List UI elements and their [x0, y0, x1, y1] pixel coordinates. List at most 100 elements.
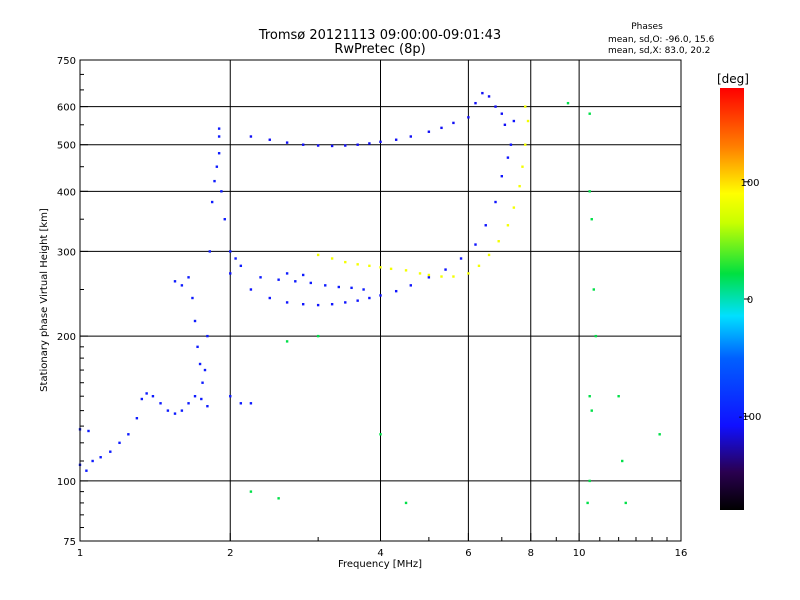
data-point [487, 95, 491, 98]
data-point [249, 402, 253, 405]
data-point [512, 119, 516, 123]
data-point [239, 264, 243, 268]
data-point [444, 268, 447, 271]
data-point [356, 143, 359, 146]
data-point [356, 299, 359, 302]
y-tick-label: 400 [57, 187, 76, 198]
y-tick-label: 200 [57, 332, 76, 343]
data-point [201, 381, 204, 384]
data-point [588, 112, 591, 115]
data-point [85, 469, 88, 472]
data-point [497, 240, 500, 243]
data-point [494, 200, 497, 204]
data-point [159, 402, 162, 405]
data-point [135, 417, 139, 420]
data-point [301, 273, 305, 277]
data-point [379, 266, 382, 269]
data-point [285, 301, 289, 304]
y-tick-label: 300 [57, 247, 76, 258]
data-point [193, 319, 197, 323]
data-point [409, 284, 412, 287]
colorbar [720, 88, 744, 510]
data-point [316, 253, 320, 257]
data-point [427, 273, 431, 277]
data-point [206, 404, 209, 408]
data-point [316, 144, 320, 147]
data-point [285, 272, 289, 275]
data-point [249, 490, 253, 493]
axis-ticks: 1 2 4 6 8 10 16 75 100 200 300 400 500 600 750 [57, 56, 687, 559]
data-point [588, 479, 591, 483]
data-point [249, 288, 253, 291]
y-tick-label: 75 [63, 537, 76, 548]
data-point [206, 334, 209, 338]
data-point [229, 272, 232, 275]
data-point [344, 144, 347, 147]
data-point [362, 288, 365, 291]
data-point [477, 264, 481, 268]
data-point [409, 135, 412, 138]
data-point [474, 243, 477, 246]
data-point [229, 395, 232, 398]
data-point [301, 143, 305, 146]
x-tick-label: 1 [77, 548, 83, 559]
data-point [277, 497, 280, 500]
data-point [467, 116, 470, 119]
data-point [180, 284, 184, 287]
data-point [208, 250, 212, 253]
data-point [187, 276, 190, 279]
data-point [180, 409, 184, 412]
data-point [506, 224, 510, 227]
x-tick-label: 4 [377, 548, 383, 559]
data-point [87, 429, 90, 433]
data-point [99, 456, 102, 459]
data-point [140, 397, 144, 401]
data-point [379, 294, 382, 297]
data-point [316, 334, 320, 338]
data-point [196, 345, 199, 349]
data-point [191, 296, 194, 300]
data-point [239, 402, 243, 405]
data-point [368, 296, 371, 300]
data-point [217, 127, 221, 130]
data-point [427, 130, 431, 133]
y-tick-label: 100 [57, 477, 76, 488]
data-point [452, 275, 455, 278]
y-tick-label: 600 [57, 103, 76, 114]
data-point [566, 101, 570, 105]
data-point [592, 288, 595, 291]
data-point [594, 334, 598, 338]
x-tick-label: 8 [528, 548, 534, 559]
x-axis-label: Frequency [MHz] [338, 559, 422, 570]
data-point [91, 459, 94, 463]
data-point [524, 105, 527, 108]
data-point [294, 280, 297, 283]
stats-heading: Phases [631, 22, 663, 32]
data-point [259, 276, 262, 279]
colorbar-unit-label: [deg] [717, 72, 749, 86]
chart-subtitle: RwPretec (8p) [334, 42, 425, 57]
x-tick-label: 6 [465, 548, 471, 559]
data-point [368, 264, 371, 268]
data-point [285, 141, 289, 144]
data-point [285, 340, 289, 343]
data-point [213, 179, 216, 183]
data-point [217, 152, 221, 155]
data-point [518, 184, 521, 188]
data-point [109, 450, 112, 453]
data-point [330, 257, 334, 260]
data-point [301, 303, 305, 306]
data-point [277, 278, 280, 281]
data-point [588, 395, 591, 398]
data-point [268, 138, 271, 141]
data-point [344, 260, 347, 264]
data-point [624, 501, 627, 505]
data-point [210, 200, 214, 204]
data-point [521, 165, 524, 168]
data-point [268, 296, 271, 300]
data-point [249, 135, 253, 138]
data-point [404, 501, 408, 505]
data-point [309, 281, 312, 285]
data-point [368, 142, 371, 145]
